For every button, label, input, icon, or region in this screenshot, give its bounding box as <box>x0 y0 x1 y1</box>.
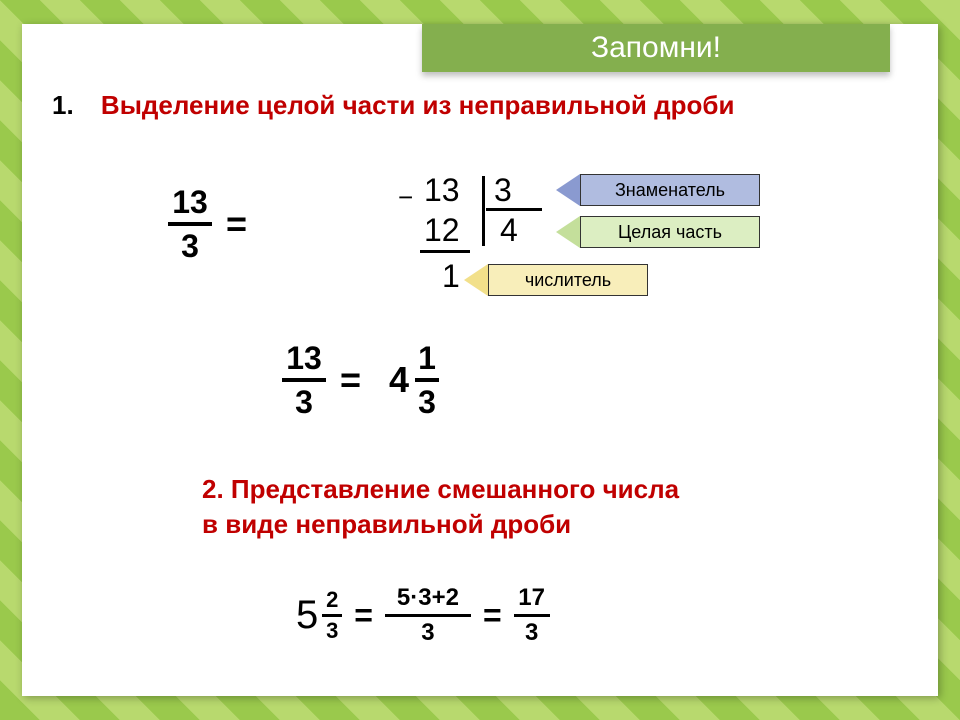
heading-2-line1: 2. Представление смешанного числа <box>202 472 679 507</box>
banner-remember: Запомни! <box>422 24 890 72</box>
fraction-right: 1 3 <box>415 342 439 418</box>
denominator: 3 <box>421 621 434 645</box>
denominator: 3 <box>418 386 436 418</box>
remainder: 1 <box>442 258 460 295</box>
whole-part: 4 <box>389 359 409 401</box>
heading-2-line2: в виде неправильной дроби <box>202 507 679 542</box>
callout-label: Знаменатель <box>615 180 725 201</box>
numerator: 5·3+2 <box>397 586 459 610</box>
heading-2: 2. Представление смешанного числа в виде… <box>202 472 679 542</box>
heading-1-title: Выделение целой части из неправильной др… <box>101 90 735 120</box>
numerator: 13 <box>286 342 322 374</box>
callout-label: числитель <box>525 270 611 291</box>
remainder-bar <box>420 250 470 253</box>
heading-1: 1. Выделение целой части из неправильной… <box>52 90 734 121</box>
fraction-left: 13 3 = <box>168 186 247 262</box>
fraction-13-3: 13 3 <box>168 186 212 262</box>
equals: = <box>483 597 502 634</box>
quotient: 4 <box>500 212 518 249</box>
divisor: 3 <box>494 172 512 209</box>
division-vbar <box>482 176 485 246</box>
fraction-left: 13 3 <box>282 342 326 418</box>
callout-box: Знаменатель <box>580 174 760 206</box>
arrow-left-icon <box>464 264 488 296</box>
fraction-bar <box>168 222 212 226</box>
heading-1-number: 1. <box>52 90 74 120</box>
callout-box: числитель <box>488 264 648 296</box>
subtract-value: 12 <box>424 212 460 249</box>
denominator: 3 <box>525 621 538 645</box>
banner-text: Запомни! <box>591 31 721 65</box>
denominator: 3 <box>326 620 338 642</box>
equals: = <box>340 359 361 401</box>
numerator: 17 <box>518 586 545 610</box>
division-hbar <box>486 208 542 211</box>
bottom-equation: 5 2 3 = 5·3+2 3 = 17 3 <box>296 586 550 645</box>
equals: = <box>226 203 247 245</box>
fraction-bar <box>282 378 326 382</box>
fraction-bar <box>415 378 439 382</box>
minus-sign: − <box>398 182 413 213</box>
mid-fraction: 5·3+2 3 <box>385 586 471 645</box>
result-equation: 13 3 = 4 1 3 <box>282 342 439 418</box>
numerator: 1 <box>418 342 436 374</box>
slide: Запомни! 1. Выделение целой части из неп… <box>22 24 938 696</box>
result-fraction: 17 3 <box>514 586 550 645</box>
fraction-bar <box>514 614 550 617</box>
callout-numerator: числитель <box>464 264 648 296</box>
numerator: 2 <box>326 589 338 611</box>
denominator: 3 <box>181 230 199 262</box>
arrow-left-icon <box>556 216 580 248</box>
dividend: 13 <box>424 172 460 209</box>
arrow-left-icon <box>556 174 580 206</box>
fraction-bar <box>385 614 471 617</box>
mixed-fraction: 2 3 <box>322 589 342 642</box>
callout-box: Целая часть <box>580 216 760 248</box>
numerator: 13 <box>172 186 208 218</box>
callout-denominator: Знаменатель <box>556 174 760 206</box>
callout-label: Целая часть <box>618 222 722 243</box>
mixed-whole: 5 <box>296 593 318 638</box>
callout-whole-part: Целая часть <box>556 216 760 248</box>
fraction-bar <box>322 614 342 617</box>
equals: = <box>354 597 373 634</box>
denominator: 3 <box>295 386 313 418</box>
